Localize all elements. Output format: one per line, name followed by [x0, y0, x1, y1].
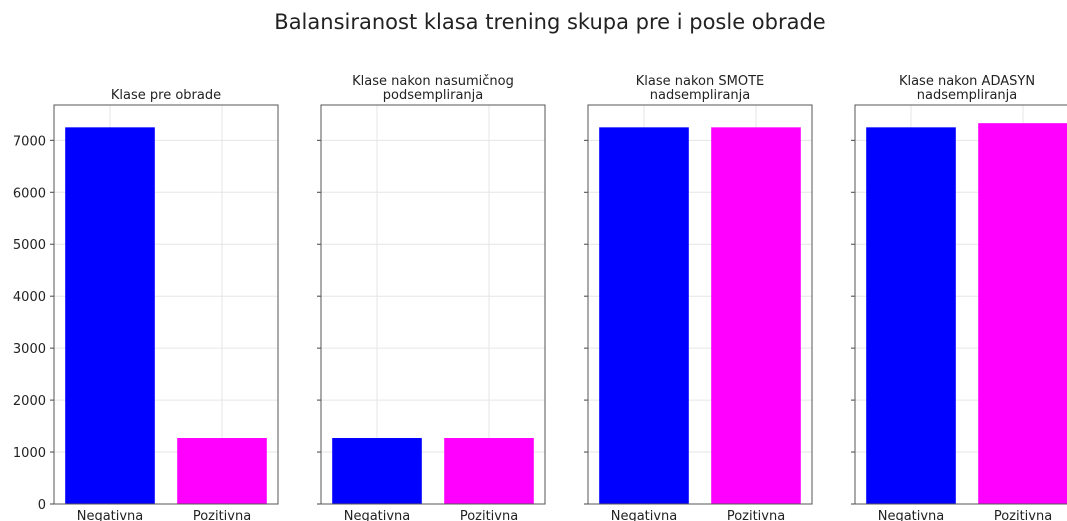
bar — [332, 438, 422, 504]
bar — [978, 123, 1067, 504]
y-tick-label: 3000 — [13, 342, 46, 357]
subplot-title: Klase nakon SMOTE nadsempliranja — [635, 74, 765, 103]
chart-title: Balansiranost klasa trening skupa pre i … — [274, 10, 826, 34]
y-tick-label: 2000 — [13, 394, 46, 409]
x-tick-label: Negativna — [878, 509, 945, 521]
subplot-title: Klase nakon nasumičnog podsempliranja — [352, 74, 514, 103]
y-tick-label: 5000 — [13, 238, 46, 253]
plot-frame — [587, 104, 813, 505]
x-tick-label: Negativna — [77, 509, 144, 521]
plot-frame — [320, 104, 546, 505]
bar — [866, 127, 956, 504]
plot-frame — [53, 104, 279, 505]
x-tick-label: Negativna — [344, 509, 411, 521]
bar — [444, 438, 534, 504]
x-tick-label: Pozitivna — [193, 509, 251, 521]
bar — [599, 127, 689, 504]
x-tick-label: Pozitivna — [994, 509, 1052, 521]
x-tick-label: Pozitivna — [727, 509, 785, 521]
subplot-title: Klase nakon ADASYN nadsempliranja — [898, 74, 1036, 103]
y-tick-label: 4000 — [13, 290, 46, 305]
x-tick-label: Pozitivna — [460, 509, 518, 521]
bar — [65, 127, 155, 504]
bar — [177, 438, 267, 504]
plot-frame — [854, 104, 1067, 505]
y-tick-label: 7000 — [13, 134, 46, 149]
y-tick-label: 1000 — [13, 446, 46, 461]
bar — [711, 127, 801, 504]
x-tick-label: Negativna — [611, 509, 678, 521]
y-tick-label: 0 — [38, 498, 46, 513]
subplot-title: Klase pre obrade — [110, 88, 222, 103]
y-tick-label: 6000 — [13, 186, 46, 201]
